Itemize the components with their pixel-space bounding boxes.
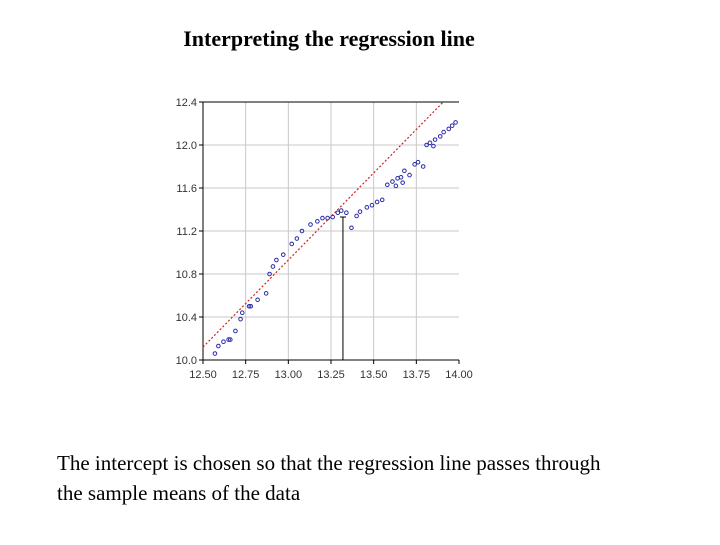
slide-title: Interpreting the regression line <box>183 26 475 51</box>
y-tick-label: 11.6 <box>176 183 197 195</box>
data-point <box>453 120 458 125</box>
data-point <box>354 213 359 219</box>
data-point <box>270 264 276 269</box>
data-point <box>263 291 269 296</box>
data-point <box>398 174 404 180</box>
data-point <box>390 179 395 184</box>
data-point <box>267 271 272 277</box>
data-point <box>432 137 438 142</box>
x-tick-label: 13.75 <box>403 369 431 381</box>
regression-line-group <box>202 101 444 348</box>
data-point <box>393 183 399 189</box>
y-tick-label: 10.8 <box>176 269 197 281</box>
data-point <box>212 351 218 356</box>
x-tick-label: 13.00 <box>275 369 303 381</box>
y-tick-label: 10.0 <box>176 355 197 367</box>
data-point <box>239 310 245 316</box>
data-point <box>338 208 344 213</box>
data-point <box>402 168 407 174</box>
data-point <box>226 337 231 342</box>
data-point <box>424 142 429 148</box>
data-point <box>238 316 243 322</box>
data-point <box>379 197 385 203</box>
data-point <box>344 210 349 216</box>
caption: The intercept is chosen so that the regr… <box>57 448 697 508</box>
y-tick-label: 10.4 <box>176 312 197 324</box>
data-point <box>335 210 341 216</box>
data-point <box>349 225 354 231</box>
data-point <box>400 180 405 185</box>
data-point <box>420 164 426 169</box>
data-point <box>315 219 320 224</box>
axes <box>199 101 460 364</box>
x-tick-label: 12.50 <box>189 369 217 381</box>
data-point <box>449 123 455 128</box>
data-point <box>274 257 279 263</box>
data-point <box>233 328 238 334</box>
data-point <box>216 343 221 349</box>
y-tick-label: 12.4 <box>176 97 197 109</box>
data-point <box>246 303 252 309</box>
data-point <box>325 215 330 221</box>
x-tick-label: 13.25 <box>317 369 345 381</box>
caption-line-1: The intercept is chosen so that the regr… <box>57 451 601 475</box>
data-point <box>221 339 226 345</box>
data-point <box>299 228 305 234</box>
data-point <box>248 303 254 309</box>
data-point <box>228 337 233 342</box>
tick-labels: 12.50 12.75 13.00 13.25 13.50 13.75 14.00 10.0 1… <box>176 97 473 381</box>
x-tick-label: 14.00 <box>445 369 473 381</box>
data-point <box>437 134 443 139</box>
data-point <box>369 202 375 208</box>
x-tick-label: 12.75 <box>232 369 260 381</box>
data-point <box>357 209 363 214</box>
data-point <box>431 143 436 149</box>
data-point <box>364 205 370 210</box>
y-tick-label: 12.0 <box>176 140 197 152</box>
data-point <box>308 222 313 227</box>
sample-mean-marker-group <box>339 216 346 360</box>
data-point <box>294 236 300 241</box>
data-point <box>441 129 446 135</box>
caption-line-2: the sample means of the data <box>57 481 301 505</box>
data-point <box>320 215 325 221</box>
data-point <box>374 199 380 205</box>
data-point <box>446 126 452 132</box>
data-point <box>330 214 336 220</box>
data-points <box>212 120 458 356</box>
x-tick-label: 13.50 <box>360 369 388 381</box>
data-point <box>407 172 412 178</box>
regression-line <box>202 101 444 348</box>
grid-lines <box>203 101 459 360</box>
data-point <box>415 159 421 165</box>
data-point <box>427 140 433 146</box>
data-point <box>255 297 260 303</box>
y-tick-label: 11.2 <box>176 226 197 238</box>
data-point <box>289 241 295 247</box>
data-point <box>280 252 286 257</box>
data-point <box>385 182 390 188</box>
data-point <box>412 162 417 167</box>
